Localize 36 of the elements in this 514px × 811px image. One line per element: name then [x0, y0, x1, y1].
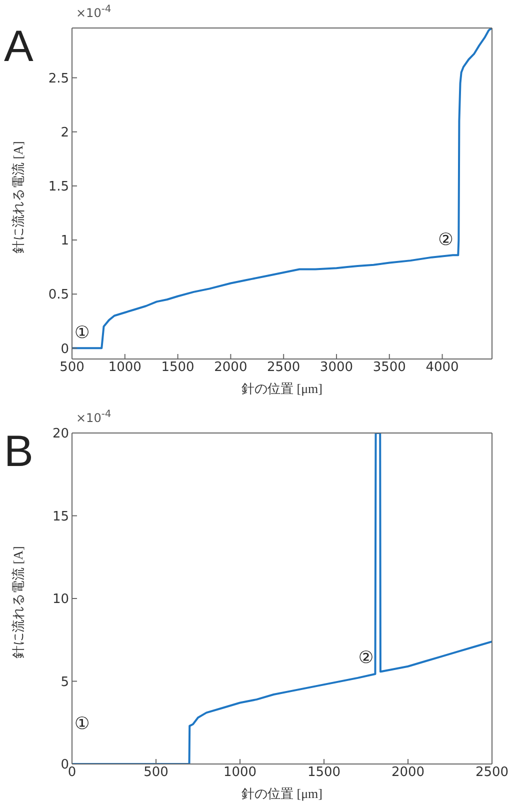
x-tick-label: 1500: [161, 360, 194, 376]
y-axis-title: 針に流れる電流 [A]: [10, 141, 26, 254]
y-tick-label: 10: [52, 592, 69, 608]
y-tick-label: 0.5: [48, 288, 69, 303]
x-tick-label: 1000: [223, 765, 257, 780]
y-tick-label: 2.5: [48, 71, 69, 86]
y-axis-title: 針に流れる電流 [A]: [10, 546, 26, 658]
y-tick-label: 1.5: [48, 180, 69, 195]
y-tick-label: 0: [60, 342, 69, 357]
chart-title: A: [4, 22, 34, 72]
line-series: [72, 433, 492, 764]
annotation: ②: [357, 647, 375, 670]
x-axis-title: 針の位置 [μm]: [242, 786, 322, 801]
annotation: ②: [437, 228, 454, 251]
x-tick-label: 2500: [475, 765, 509, 780]
annotation: ①: [73, 713, 91, 736]
y-tick-label: 15: [52, 509, 69, 524]
y-tick-label: 1: [60, 234, 69, 249]
y-tick-label: 5: [60, 674, 69, 690]
x-tick-label: 500: [144, 765, 168, 780]
x-tick-label: 3000: [320, 360, 354, 376]
x-tick-label: 4000: [426, 360, 459, 376]
x-tick-label: 1000: [108, 360, 142, 376]
x-tick-label: 2000: [391, 765, 425, 780]
chart-title: B: [4, 427, 34, 477]
x-tick-label: 3500: [372, 360, 406, 376]
annotation: ①: [73, 322, 91, 344]
y-tick-label: 20: [52, 426, 69, 442]
x-tick-label: 2000: [214, 360, 248, 376]
x-tick-label: 2500: [267, 360, 300, 376]
text: ×10$^{-4}$: [76, 4, 112, 20]
x-tick-label: 1500: [307, 765, 341, 780]
y-tick-label: 2: [60, 125, 69, 140]
text: ×10$^{-4}$: [76, 409, 112, 425]
x-axis-title: 針の位置 [μm]: [242, 381, 322, 396]
x-tick-label: 500: [60, 360, 84, 376]
